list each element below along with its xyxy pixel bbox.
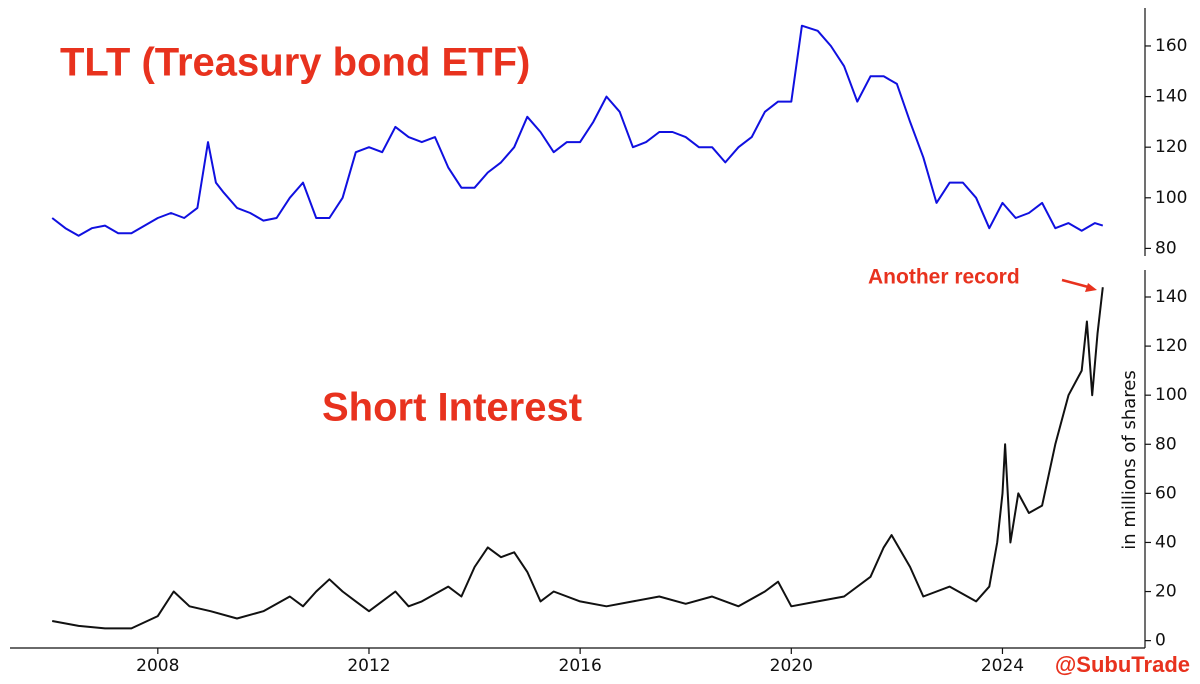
y-tick-label: 120 xyxy=(1155,137,1187,157)
x-tick-label: 2024 xyxy=(981,656,1024,676)
x-tick-label: 2020 xyxy=(770,656,813,676)
data-line xyxy=(52,287,1104,630)
x-tick-label: 2008 xyxy=(136,656,179,676)
y-tick-label: 160 xyxy=(1155,36,1187,56)
chart-title: Short Interest xyxy=(322,386,582,430)
y-tick-label: 140 xyxy=(1155,287,1187,307)
y-tick-label: 80 xyxy=(1155,238,1177,258)
y-tick-label: 100 xyxy=(1155,385,1187,405)
y-tick-label: 80 xyxy=(1155,434,1177,454)
y-tick-label: 20 xyxy=(1155,582,1177,602)
x-tick-label: 2012 xyxy=(347,656,390,676)
data-line xyxy=(51,24,1104,237)
y-tick-label: 40 xyxy=(1155,532,1177,552)
chart-title: TLT (Treasury bond ETF) xyxy=(60,41,530,85)
credit: @SubuTrade xyxy=(1055,652,1190,677)
y-tick-label: 100 xyxy=(1155,188,1187,208)
annotation-arrowhead xyxy=(1085,283,1097,292)
y-tick-label: 140 xyxy=(1155,87,1187,107)
y-tick-label: 0 xyxy=(1155,631,1166,651)
y-tick-label: 60 xyxy=(1155,483,1177,503)
y-axis-label: in millions of shares xyxy=(1119,370,1140,550)
x-tick-label: 2016 xyxy=(559,656,602,676)
y-tick-label: 120 xyxy=(1155,336,1187,356)
annotation: Another record xyxy=(868,266,1020,289)
